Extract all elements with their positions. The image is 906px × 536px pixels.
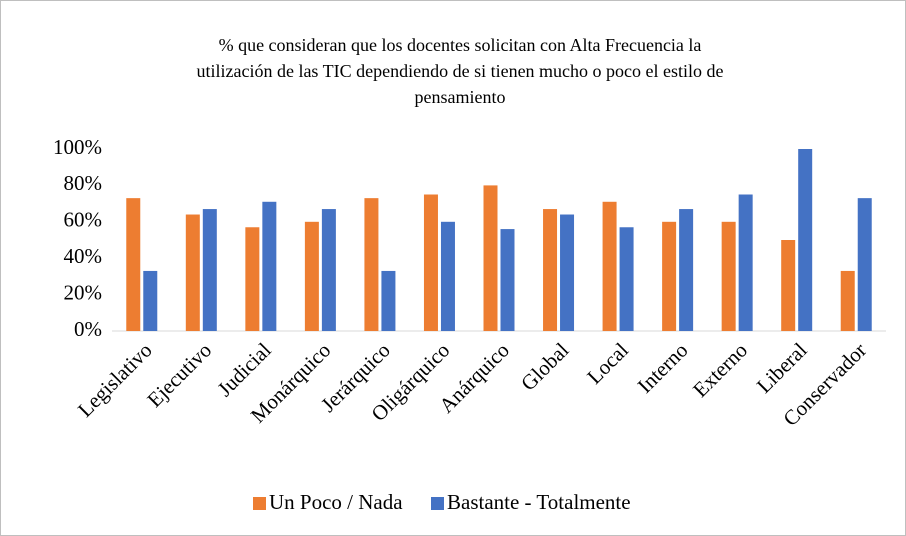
bar bbox=[679, 209, 694, 331]
legend-swatch bbox=[431, 497, 444, 510]
bar bbox=[483, 185, 498, 331]
y-tick-label: 0% bbox=[74, 317, 102, 341]
y-tick-label: 40% bbox=[64, 244, 103, 268]
bar bbox=[543, 209, 558, 331]
bar bbox=[304, 221, 319, 331]
bar bbox=[560, 214, 575, 331]
bar bbox=[126, 198, 141, 331]
bar bbox=[321, 209, 336, 331]
chart-title: % que consideran que los docentes solici… bbox=[219, 35, 702, 55]
bar bbox=[202, 209, 217, 331]
y-tick-label: 20% bbox=[64, 280, 103, 304]
bar bbox=[245, 227, 260, 331]
bar bbox=[721, 221, 736, 331]
bar bbox=[602, 201, 617, 331]
bar bbox=[857, 198, 872, 331]
y-tick-label: 80% bbox=[64, 171, 103, 195]
bar bbox=[738, 194, 753, 331]
bar bbox=[840, 270, 855, 331]
bar bbox=[500, 229, 515, 331]
bar bbox=[798, 149, 813, 331]
bar bbox=[662, 221, 677, 331]
bar bbox=[619, 227, 634, 331]
chart-title: pensamiento bbox=[415, 87, 506, 107]
legend-label: Un Poco / Nada bbox=[269, 490, 403, 514]
y-tick-label: 100% bbox=[53, 135, 102, 159]
legend-swatch bbox=[253, 497, 266, 510]
bar bbox=[143, 270, 158, 331]
chart-title: utilización de las TIC dependiendo de si… bbox=[196, 61, 723, 81]
bar bbox=[781, 240, 796, 331]
y-tick-label: 60% bbox=[64, 208, 103, 232]
bar bbox=[381, 270, 396, 331]
legend-label: Bastante - Totalmente bbox=[447, 490, 631, 514]
bar bbox=[364, 198, 379, 331]
bar bbox=[423, 194, 438, 331]
bar bbox=[440, 221, 455, 331]
bar bbox=[185, 214, 200, 331]
bar bbox=[262, 201, 277, 331]
